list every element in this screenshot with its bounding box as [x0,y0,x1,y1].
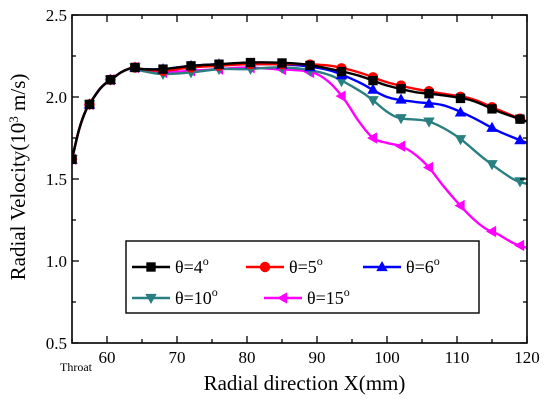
data-point-theta-4-3 [130,62,140,73]
y-axis-label-main: Radial Velocity [6,150,30,280]
y-tick-label-2: 1.5 [46,170,67,189]
data-point-theta-10-16 [514,177,526,188]
y-tick-label-0: 0.5 [46,334,67,353]
y-axis-label-unit-close: m/s) [6,74,30,117]
data-point-theta-10-12 [395,114,407,125]
data-point-theta-6-14 [454,106,467,117]
legend-label-theta-10: θ=10o [175,285,218,308]
series-line-theta-10 [72,66,527,186]
x-tick-label-120: 120 [514,348,540,367]
legend-label-theta-6: θ=6o [406,254,440,277]
data-point-theta-4-6 [214,59,224,69]
legend-label-theta-4: θ=4o [175,254,209,277]
legend-marker-theta-10 [145,293,157,304]
data-point-theta-6-12 [395,93,407,104]
legend-item-theta-4: θ=4o [132,254,209,277]
x-tick-label-90: 90 [309,348,326,367]
data-point-theta-10-15 [486,160,498,171]
data-point-theta-10-10 [335,77,348,88]
data-point-theta-15-10 [335,90,346,102]
ticks-layer [71,14,528,344]
data-point-theta-6-15 [486,121,498,132]
legend-label-theta-5: θ=5o [289,254,323,277]
x-tick-label-80: 80 [239,348,256,367]
series-theta-15 [72,61,527,252]
series-theta-4 [72,57,527,164]
data-point-theta-4-9 [305,60,315,71]
data-point-theta-6-13 [423,97,435,108]
data-point-theta-6-16 [514,134,526,145]
tick-labels: 60 70 80 90 100 110 120 0.5 1.0 1.5 2.0 2.5 Throat [46,6,540,374]
data-point-theta-15-15 [486,225,497,238]
x-tick-label-110: 110 [445,348,470,367]
series-layer [72,57,527,252]
y-tick-label-3: 2.0 [46,88,67,107]
y-axis-label-unit-open: (10 [6,123,30,151]
data-point-theta-4-0 [72,154,77,164]
y-axis-label: Radial Velocity(103 m/s) [6,74,31,281]
data-point-theta-4-14 [455,93,466,104]
data-point-theta-4-12 [396,84,406,94]
data-point-theta-15-13 [423,161,434,174]
data-point-theta-10-14 [454,135,467,146]
x-tick-label-60: 60 [99,348,116,367]
data-point-theta-15-11 [367,132,378,144]
data-point-theta-4-8 [277,58,287,68]
x-tick-label-70: 70 [169,348,186,367]
y-tick-label-4: 2.5 [46,6,67,25]
series-theta-10 [72,63,527,188]
data-point-theta-4-10 [336,66,347,77]
data-point-theta-15-12 [395,140,406,152]
data-point-theta-10-11 [367,96,379,107]
legend-label-theta-15: θ=15o [307,285,350,308]
data-point-theta-4-4 [158,64,168,74]
y-tick-label-1: 1.0 [46,252,67,271]
data-point-theta-4-15 [487,104,497,114]
x-tick-label-100: 100 [374,348,400,367]
legend-item-theta-6: θ=6o [363,254,440,277]
legend-item-theta-10: θ=10o [132,285,218,308]
legend-item-theta-5: θ=5o [246,254,323,277]
data-point-theta-4-11 [368,75,378,86]
legend-marker-theta-15 [277,292,288,304]
legend: θ=4o θ=5o θ=6o θ=10o θ=15o [125,240,480,314]
data-point-theta-6-11 [367,83,379,94]
legend-item-theta-15: θ=15o [264,285,350,308]
data-point-theta-4-16 [515,114,525,124]
legend-box [125,240,480,314]
data-point-theta-15-16 [514,239,525,252]
data-point-theta-4-2 [105,75,116,85]
series-theta-6 [72,58,527,164]
x-tick-label-throat: Throat [60,360,93,374]
data-point-theta-4-7 [245,57,256,68]
data-point-theta-4-13 [424,89,434,99]
y-axis-label-unit-exp: 3 [6,116,21,123]
data-point-theta-15-14 [454,199,465,212]
legend-marker-theta-4 [146,262,156,272]
x-axis-label: Radial direction X(mm) [204,371,406,395]
data-point-theta-4-1 [84,99,95,110]
data-point-theta-4-5 [186,61,196,71]
legend-marker-theta-6 [376,261,388,272]
data-point-theta-10-13 [423,117,435,128]
legend-marker-theta-5 [259,261,271,273]
